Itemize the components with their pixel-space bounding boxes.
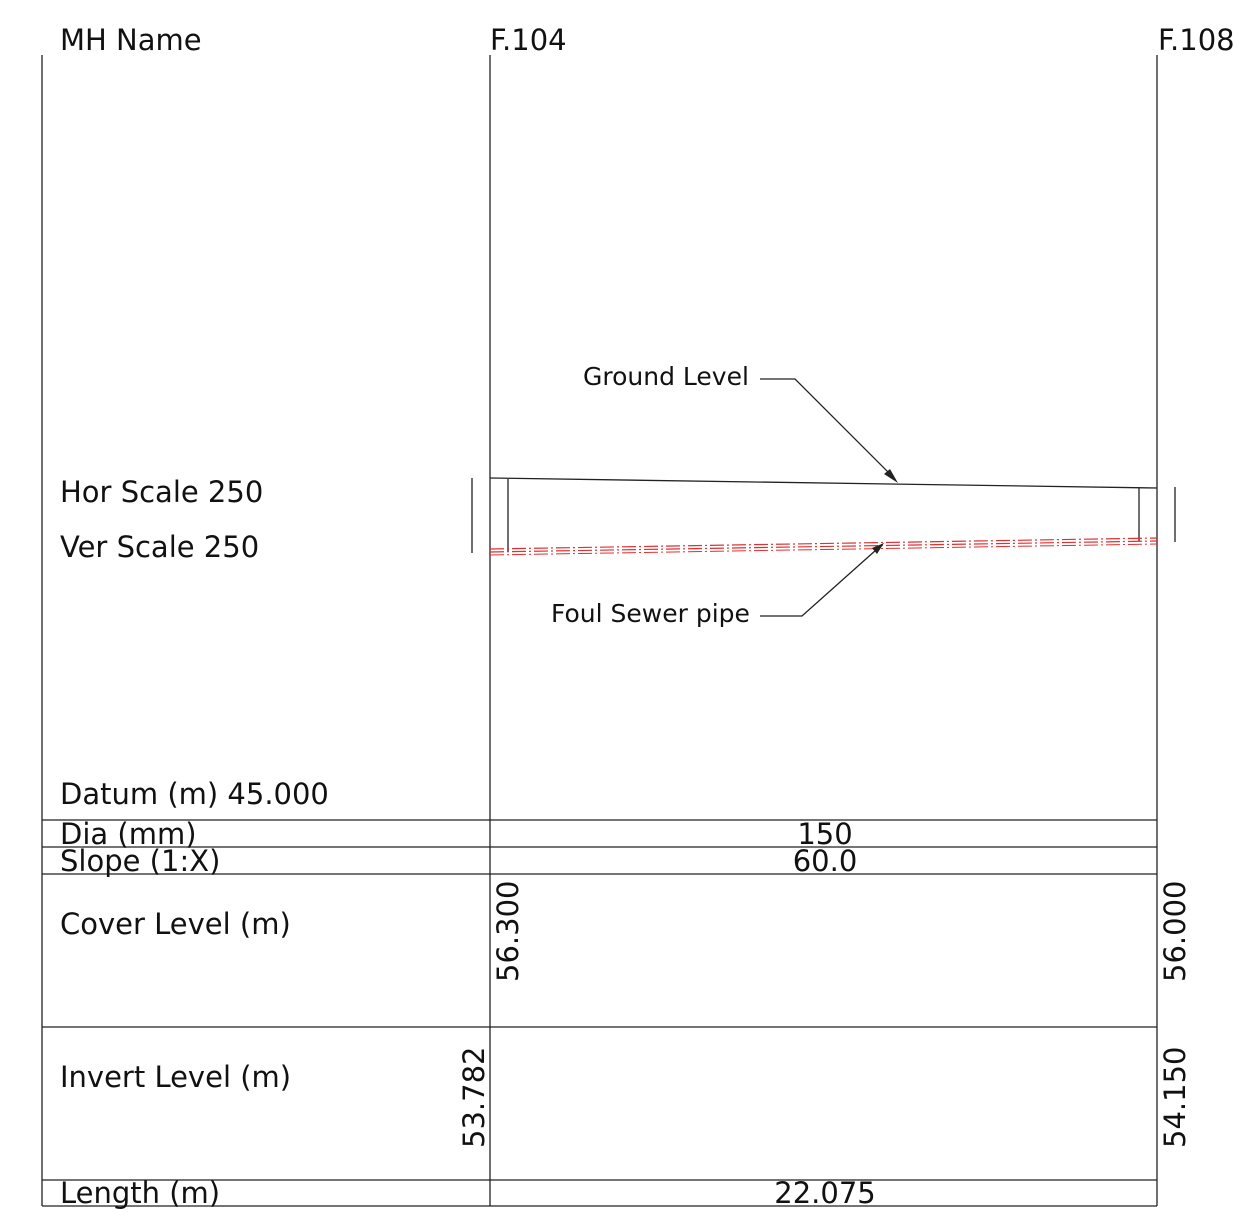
ground-level-line <box>489 477 1158 489</box>
cover-level-label: Cover Level (m) <box>60 907 291 941</box>
dia-value: 150 <box>797 817 852 851</box>
cover-level-end: 56.000 <box>1158 881 1192 982</box>
slope-label: Slope (1:X) <box>60 844 220 878</box>
ver-scale-label: Ver Scale 250 <box>60 530 259 564</box>
hor-scale-label: Hor Scale 250 <box>60 475 263 509</box>
manhole-start-name: F.104 <box>490 23 567 57</box>
mh-name-label: MH Name <box>60 23 202 57</box>
ground-level-leader <box>760 378 894 478</box>
manhole-end-name: F.108 <box>1158 23 1235 57</box>
foul-sewer-arrowhead <box>872 543 884 554</box>
length-label: Length (m) <box>60 1176 220 1210</box>
foul-sewer-annotation: Foul Sewer pipe <box>551 599 750 628</box>
dia-label: Dia (mm) <box>60 817 197 851</box>
invert-level-end: 54.150 <box>1158 1047 1192 1148</box>
foul-sewer-leader <box>760 549 877 617</box>
datum-label: Datum (m) 45.000 <box>60 777 329 811</box>
invert-level-label: Invert Level (m) <box>60 1060 291 1094</box>
length-value: 22.075 <box>774 1176 875 1210</box>
slope-value: 60.0 <box>793 844 858 878</box>
ground-level-annotation: Ground Level <box>583 362 749 391</box>
ground-level-arrowhead <box>884 469 898 483</box>
invert-level-start: 53.782 <box>457 1047 491 1148</box>
foul-sewer-pipe <box>489 537 1158 556</box>
cover-level-start: 56.300 <box>491 881 525 982</box>
